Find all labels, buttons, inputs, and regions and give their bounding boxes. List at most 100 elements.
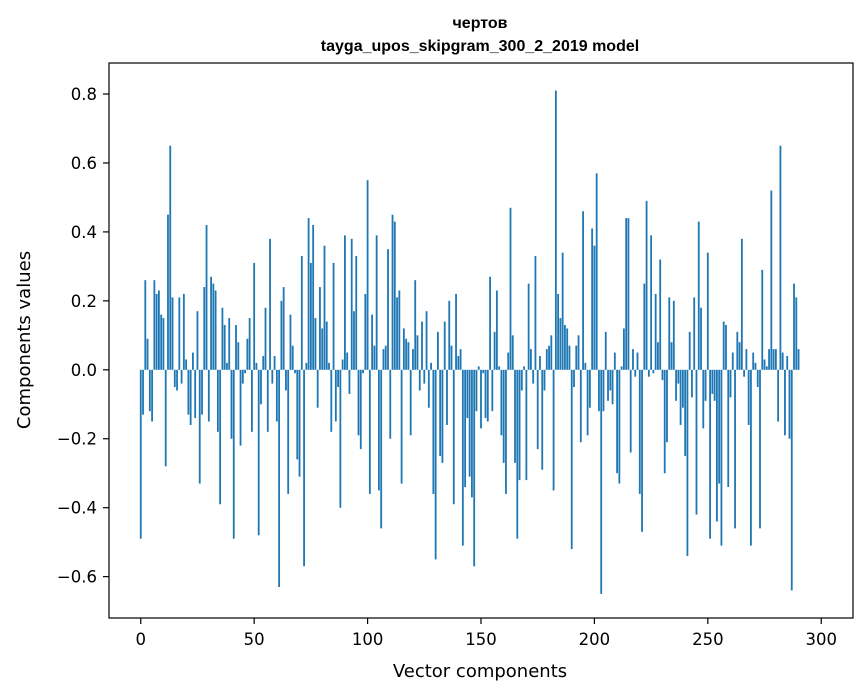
bar [273,356,276,370]
bar [641,369,643,532]
bar [446,369,448,425]
bar [158,290,160,370]
bar [697,221,700,370]
bar [251,369,253,432]
bar [495,290,498,370]
bar [688,331,691,370]
bar [666,369,668,443]
bar [192,352,194,370]
bar [734,369,736,529]
bar [437,331,439,370]
bar [155,293,158,370]
bar [672,300,675,370]
x-tick-label: 50 [244,630,265,649]
bar [607,369,609,401]
bar [194,369,197,419]
bar [691,369,693,398]
x-tick-label: 0 [136,630,147,649]
bar [214,290,217,370]
bar [645,200,648,370]
bar [178,297,181,370]
bar [543,369,546,391]
x-axis-ticks: 0 50 100 150 200 250 300 [136,618,837,649]
bar [146,338,149,370]
bar [382,349,385,370]
y-tick-label: 0.8 [71,85,97,104]
bar [706,252,709,370]
bar [765,366,768,370]
bar [761,269,764,370]
bar [588,369,591,408]
x-tick-label: 300 [805,630,837,649]
bar [541,369,544,470]
bar [754,362,757,370]
bar [364,293,367,370]
bar [636,352,639,370]
bar [477,366,480,370]
bar [602,369,605,412]
bar [575,345,578,370]
y-tick-label: 0.0 [71,361,97,380]
bar [466,369,469,419]
bar [235,324,237,370]
bar [738,342,741,370]
bar [781,352,784,370]
y-tick-label: 0.6 [71,154,97,173]
bar [280,300,283,370]
bar [173,369,176,388]
bar [695,369,698,515]
bar [275,369,278,422]
bar [768,349,770,370]
x-tick-label: 150 [465,630,497,649]
bar [300,256,303,370]
bar [484,369,487,419]
bar [647,369,650,377]
bar [396,297,398,370]
bar [711,369,714,394]
bar [681,369,684,408]
x-tick-label: 200 [579,630,611,649]
bar [162,318,165,370]
bar [777,369,780,422]
bar [223,324,226,370]
bar [330,369,333,432]
bar [400,369,403,484]
bar [770,190,773,370]
bar [443,321,446,370]
bar [303,369,305,567]
bar [736,331,739,370]
bar [248,318,251,370]
plot-frame [108,62,854,619]
bar [216,369,219,432]
bar [779,145,782,370]
bar [201,369,203,415]
bar [786,356,789,370]
bar [759,369,761,529]
bar [198,369,201,484]
y-tick-label: −0.6 [57,568,97,587]
bar [289,314,292,370]
bar [722,321,725,370]
bar [142,369,144,415]
bar [448,300,451,370]
bar [348,369,351,394]
bar [788,369,791,439]
bar [527,283,530,370]
bar [219,369,222,505]
bar [493,331,496,370]
bar [412,349,414,370]
bar [325,321,328,370]
bar [407,342,410,370]
bar [654,293,657,370]
bar [393,221,396,370]
bar [797,349,800,370]
bar-series [139,90,800,594]
bar [264,307,267,370]
bar [489,276,491,370]
bar [620,366,623,370]
bar [232,369,235,539]
bar [423,369,426,384]
bar [663,369,666,474]
bar [282,287,285,370]
bar [207,369,210,422]
